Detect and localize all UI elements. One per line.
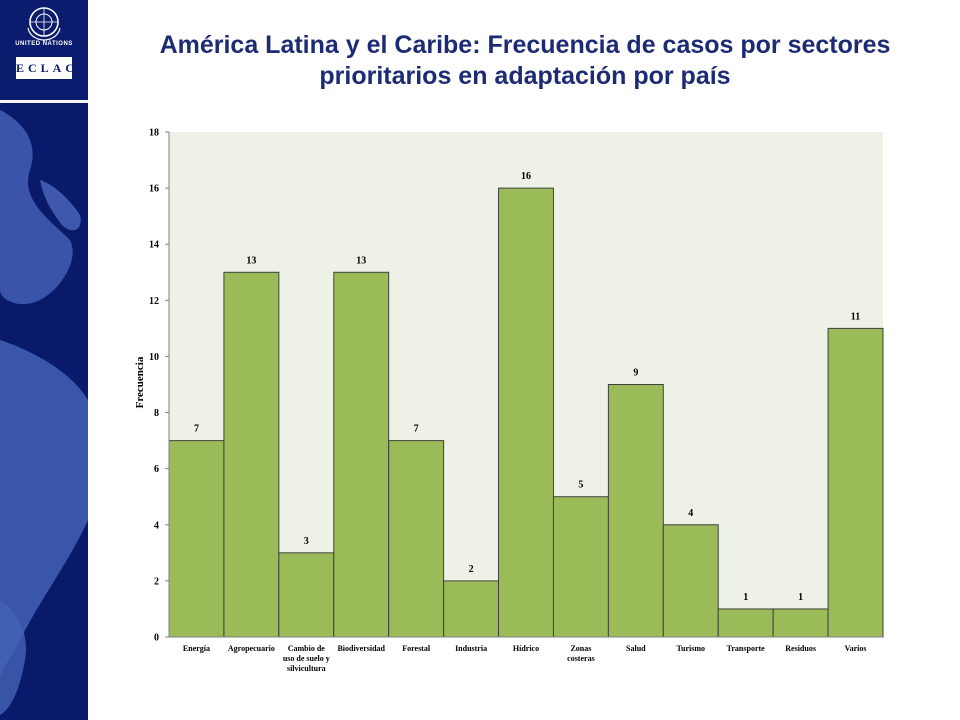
category-label: Residuos <box>785 644 816 653</box>
bar <box>552 496 609 638</box>
value-label: 13 <box>356 255 366 266</box>
category-label: Industria <box>455 644 487 653</box>
bar <box>498 187 554 638</box>
bar <box>168 440 225 638</box>
bar <box>278 552 335 638</box>
value-label: 9 <box>633 368 638 379</box>
y-tick-label: 12 <box>149 296 159 307</box>
y-tick-label: 14 <box>149 240 159 251</box>
value-label: 1 <box>798 592 803 603</box>
value-label: 2 <box>469 564 474 575</box>
y-tick-label: 16 <box>149 184 159 195</box>
bars-group <box>168 187 884 638</box>
value-label: 1 <box>743 592 748 603</box>
un-emblem-icon <box>27 7 61 41</box>
sidebar: UNITED NATIONS ECLAC <box>0 0 88 720</box>
category-label: Biodiversidad <box>337 644 385 653</box>
category-label: Agropecuario <box>228 644 275 653</box>
title-block: América Latina y el Caribe: Frecuencia d… <box>130 30 920 92</box>
y-tick-label: 8 <box>154 408 159 419</box>
y-tick-label: 10 <box>149 352 159 363</box>
y-tick-label: 4 <box>154 520 159 531</box>
un-eclac-logo: UNITED NATIONS ECLAC <box>0 0 88 103</box>
value-label: 16 <box>521 171 531 182</box>
value-label: 5 <box>578 480 583 491</box>
bar <box>443 580 500 638</box>
category-label: Cambio de uso de suelo y silvicultura <box>283 644 330 673</box>
category-label: Zonas costeras <box>567 644 595 663</box>
value-label: 7 <box>414 424 419 435</box>
category-label: Salud <box>626 644 646 653</box>
bar <box>662 524 719 638</box>
bar <box>388 440 445 638</box>
value-label: 3 <box>304 536 309 547</box>
value-label: 11 <box>851 311 860 322</box>
bar <box>333 271 390 638</box>
category-label: Turismo <box>676 644 705 653</box>
y-tick-label: 2 <box>154 576 159 587</box>
category-label: Hídrico <box>513 644 539 653</box>
y-tick-label: 6 <box>154 464 159 475</box>
map-background <box>0 110 88 715</box>
category-label: Varios <box>845 644 867 653</box>
category-label: Transporte <box>727 644 766 653</box>
value-label: 13 <box>246 255 256 266</box>
category-label: Forestal <box>402 644 431 653</box>
eclac-text: ECLAC <box>16 57 74 79</box>
x-axis-labels: Energía Agropecuario Cambio de uso de suelo… <box>183 644 867 673</box>
y-axis-title: Frecuencia <box>134 356 146 408</box>
y-tick-label: 0 <box>154 633 159 644</box>
category-label: Energía <box>183 644 210 653</box>
page-title: América Latina y el Caribe: Frecuencia d… <box>159 31 891 90</box>
bar <box>827 327 884 638</box>
bar <box>223 271 280 638</box>
value-label: 4 <box>688 508 693 519</box>
un-text: UNITED NATIONS <box>15 41 73 47</box>
bar <box>607 384 664 638</box>
y-tick-label: 18 <box>149 128 159 139</box>
bar <box>717 608 774 638</box>
bar <box>772 608 829 638</box>
value-label: 7 <box>194 424 199 435</box>
